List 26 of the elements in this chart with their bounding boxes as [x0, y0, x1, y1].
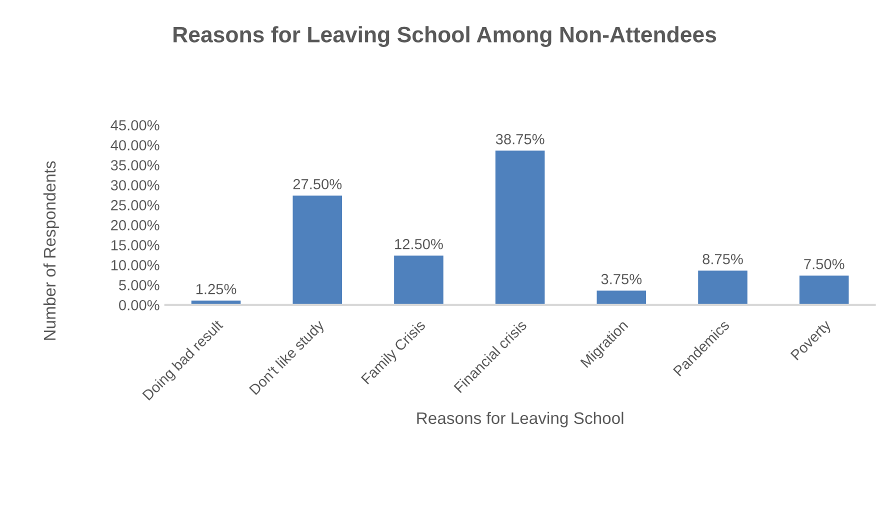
bar	[291, 194, 344, 305]
y-tick-label: 25.00%	[111, 200, 160, 210]
y-tick-label: 10.00%	[111, 260, 160, 270]
bar	[595, 289, 648, 305]
y-tick-label: 5.00%	[119, 280, 160, 290]
data-label: 1.25%	[196, 284, 236, 294]
x-axis-title: Reasons for Leaving School	[417, 412, 624, 428]
y-tick-label: 40.00%	[110, 140, 160, 150]
bar	[494, 149, 546, 305]
y-tick-label: 45.00%	[110, 120, 160, 130]
y-tick-label: 20.00%	[111, 220, 160, 230]
bar	[696, 269, 749, 305]
y-tick-label: 30.00%	[110, 180, 160, 190]
y-tick-label: 35.00%	[110, 160, 160, 170]
data-label: 27.50%	[293, 178, 342, 190]
data-label: 12.50%	[395, 238, 443, 250]
y-axis-title: Number of Respondents	[43, 161, 59, 340]
y-tick-label: 15.00%	[111, 240, 160, 250]
data-label: 7.50%	[804, 258, 844, 270]
y-tick-label: 0.00%	[119, 300, 160, 310]
bar	[392, 254, 445, 305]
chart-title: Reasons for Leaving School Among Non-Attendees	[174, 26, 716, 47]
data-label: 38.75%	[496, 134, 544, 144]
data-label: 3.75%	[601, 274, 642, 284]
data-label: 8.75%	[702, 254, 743, 264]
bar	[798, 274, 850, 305]
